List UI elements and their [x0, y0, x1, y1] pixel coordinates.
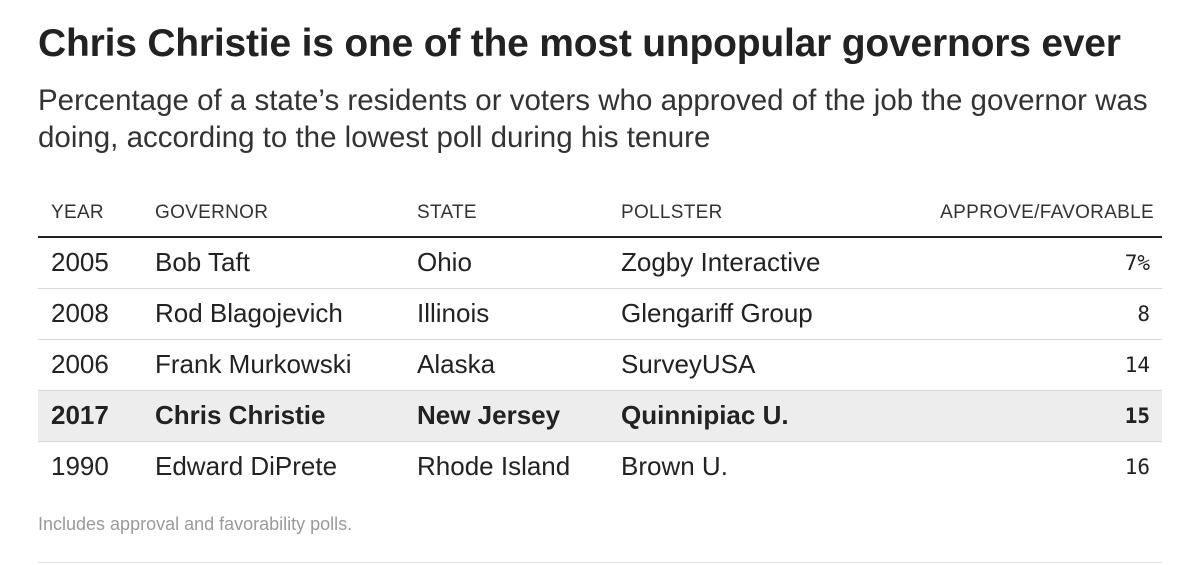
cell-state: Illinois: [417, 298, 490, 328]
footnote: Includes approval and favorability polls…: [38, 514, 353, 534]
cell-state: Ohio: [417, 247, 472, 277]
chart-title: Chris Christie is one of the most unpopu…: [38, 22, 1121, 65]
cell-year: 2006: [51, 349, 109, 379]
table-header: YEAR GOVERNOR STATE POLLSTER APPROVE/FAV…: [38, 200, 1162, 238]
cell-state: Alaska: [417, 349, 496, 379]
header-pollster: POLLSTER: [621, 202, 723, 223]
table-row: 2008 Rod Blagojevich Illinois Glengariff…: [38, 289, 1162, 340]
cell-year: 2005: [51, 247, 109, 277]
cell-governor: Edward DiPrete: [155, 451, 338, 481]
chart-subtitle: Percentage of a state’s residents or vot…: [38, 84, 1148, 154]
cell-pollster: Quinnipiac U.: [621, 400, 789, 430]
cell-governor: Rod Blagojevich: [155, 298, 343, 328]
cell-year: 2017: [51, 400, 109, 430]
cell-approve: 7%: [1124, 251, 1150, 275]
cell-year: 1990: [51, 451, 109, 481]
cell-approve: 8: [1137, 302, 1150, 326]
table-row: 2006 Frank Murkowski Alaska SurveyUSA 14: [38, 340, 1162, 391]
cell-pollster: Zogby Interactive: [621, 247, 821, 277]
cell-state: New Jersey: [417, 400, 561, 430]
cell-pollster: Glengariff Group: [621, 298, 813, 328]
cell-year: 2008: [51, 298, 109, 328]
cell-governor: Chris Christie: [155, 400, 326, 430]
bottom-divider: [38, 562, 1162, 563]
governors-table: YEAR GOVERNOR STATE POLLSTER APPROVE/FAV…: [38, 200, 1162, 492]
table-row: 2005 Bob Taft Ohio Zogby Interactive 7%: [38, 238, 1162, 289]
cell-governor: Bob Taft: [155, 247, 250, 277]
cell-approve: 14: [1124, 353, 1150, 377]
cell-approve: 15: [1124, 404, 1150, 428]
header-governor: GOVERNOR: [155, 202, 269, 223]
header-approve: APPROVE/FAVORABLE: [940, 202, 1154, 223]
header-state: STATE: [417, 202, 477, 223]
cell-pollster: SurveyUSA: [621, 349, 756, 379]
cell-pollster: Brown U.: [621, 451, 728, 481]
cell-state: Rhode Island: [417, 451, 571, 481]
table-row: 1990 Edward DiPrete Rhode Island Brown U…: [38, 442, 1162, 492]
cell-governor: Frank Murkowski: [155, 349, 352, 379]
cell-approve: 16: [1124, 455, 1150, 479]
table-row-highlighted: 2017 Chris Christie New Jersey Quinnipia…: [38, 391, 1162, 442]
header-year: YEAR: [51, 202, 104, 223]
